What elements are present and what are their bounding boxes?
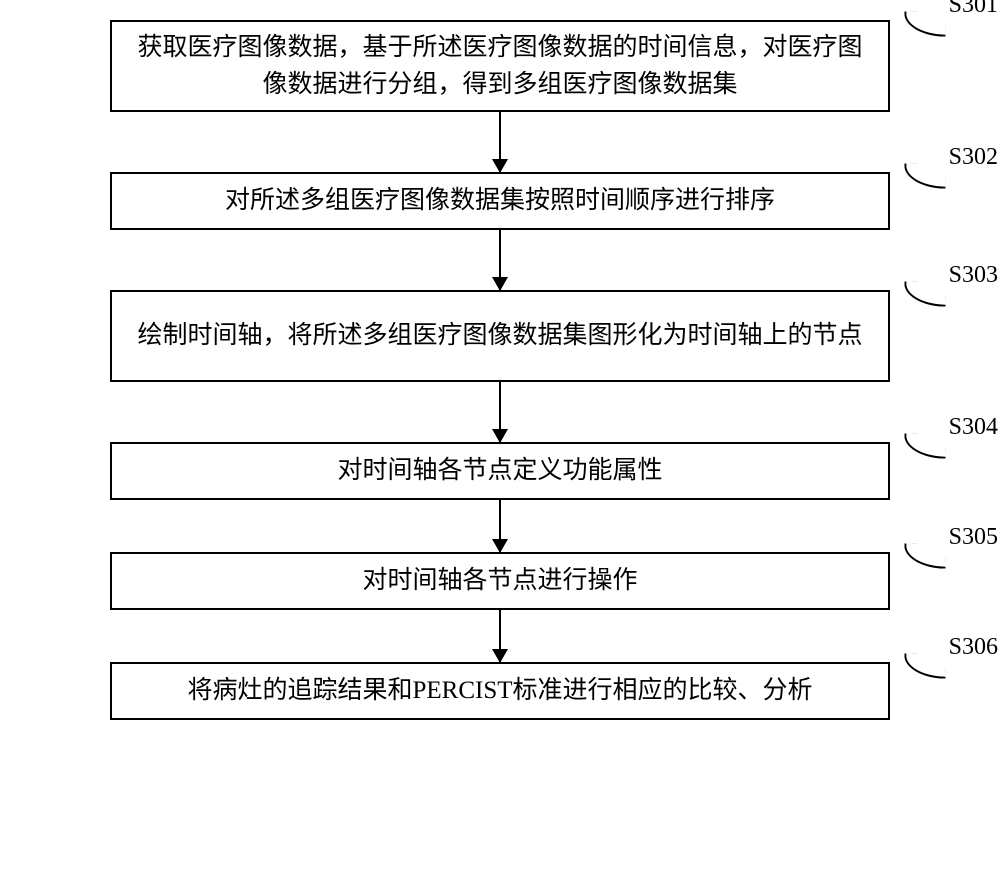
connector-arrow [499, 230, 502, 290]
step-S302: S302 对所述多组医疗图像数据集按照时间顺序进行排序 [60, 172, 940, 230]
step-label: S304 [949, 414, 998, 441]
step-S304: S304 对时间轴各节点定义功能属性 [60, 442, 940, 500]
step-box: 对时间轴各节点进行操作 [110, 552, 890, 610]
step-label: S302 [949, 144, 998, 171]
label-tick [904, 11, 947, 36]
step-box: 对所述多组医疗图像数据集按照时间顺序进行排序 [110, 172, 890, 230]
step-box: 将病灶的追踪结果和PERCIST标准进行相应的比较、分析 [110, 662, 890, 720]
label-tick [904, 281, 947, 306]
label-tick [904, 433, 947, 458]
step-label: S303 [949, 262, 998, 289]
connector-arrow [499, 610, 502, 662]
connector-arrow [499, 500, 502, 552]
step-label: S301 [949, 0, 998, 19]
step-label: S306 [949, 634, 998, 661]
flowchart-container: S301 获取医疗图像数据，基于所述医疗图像数据的时间信息，对医疗图像数据进行分… [60, 20, 940, 720]
step-box: 获取医疗图像数据，基于所述医疗图像数据的时间信息，对医疗图像数据进行分组，得到多… [110, 20, 890, 112]
step-box: 绘制时间轴，将所述多组医疗图像数据集图形化为时间轴上的节点 [110, 290, 890, 382]
label-tick [904, 163, 947, 188]
label-tick [904, 653, 947, 678]
step-label: S305 [949, 524, 998, 551]
step-S305: S305 对时间轴各节点进行操作 [60, 552, 940, 610]
step-S303: S303 绘制时间轴，将所述多组医疗图像数据集图形化为时间轴上的节点 [60, 290, 940, 382]
label-tick [904, 543, 947, 568]
step-S306: S306 将病灶的追踪结果和PERCIST标准进行相应的比较、分析 [60, 662, 940, 720]
connector-arrow [499, 112, 502, 172]
step-S301: S301 获取医疗图像数据，基于所述医疗图像数据的时间信息，对医疗图像数据进行分… [60, 20, 940, 112]
connector-arrow [499, 382, 502, 442]
step-box: 对时间轴各节点定义功能属性 [110, 442, 890, 500]
